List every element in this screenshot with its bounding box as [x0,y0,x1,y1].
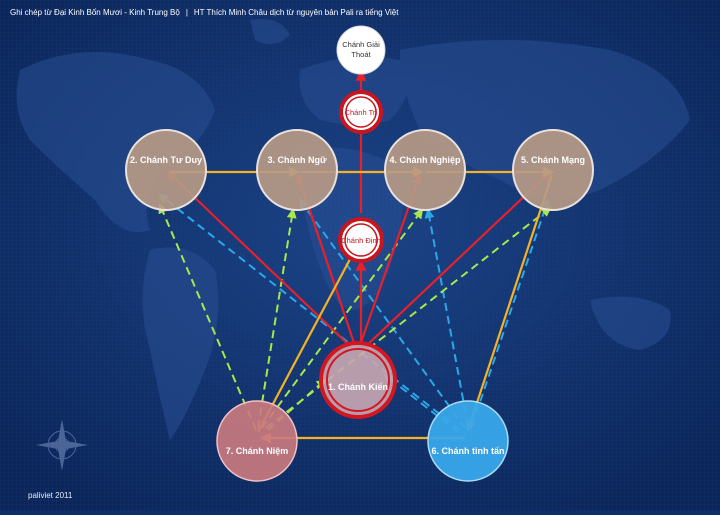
node-chanh-mang: 5. Chánh Mạng [512,129,594,211]
svg-text:7. Chánh Niệm: 7. Chánh Niệm [226,446,289,456]
svg-text:6. Chánh tinh tấn: 6. Chánh tinh tấn [432,446,505,456]
page-header: Ghi chép từ Đại Kinh Bốn Mươi - Kinh Tru… [10,8,398,17]
compass-rose-icon [36,419,88,471]
svg-text:Chánh Giải: Chánh Giải [342,40,380,49]
node-chanh-giai-thoat: Chánh Giải Thoát [336,25,386,75]
node-chanh-tri: Chánh Trí [339,90,383,134]
svg-text:Thoát: Thoát [351,50,371,59]
svg-text:2. Chánh Tư Duy: 2. Chánh Tư Duy [130,155,202,165]
header-separator: | [185,8,188,17]
node-chanh-niem: 7. Chánh Niệm [216,400,298,482]
svg-text:3. Chánh Ngữ: 3. Chánh Ngữ [267,155,327,165]
node-chanh-tinh-tan: 6. Chánh tinh tấn [427,400,509,482]
header-source-text: Ghi chép từ Đại Kinh Bốn Mươi - Kinh Tru… [10,8,180,17]
svg-text:1. Chánh Kiến: 1. Chánh Kiến [328,382,388,392]
node-chanh-ngu: 3. Chánh Ngữ [256,129,338,211]
svg-text:5. Chánh Mạng: 5. Chánh Mạng [521,155,585,165]
node-chanh-nghiep: 4. Chánh Nghiệp [384,129,466,211]
node-chanh-tu-duy: 2. Chánh Tư Duy [125,129,207,211]
svg-text:4. Chánh Nghiệp: 4. Chánh Nghiệp [389,155,461,165]
footer-credit: paliviet 2011 [28,491,73,500]
svg-text:Chánh Định: Chánh Định [341,236,381,245]
node-chanh-kien: 1. Chánh Kiến [319,341,397,419]
header-translator-text: HT Thích Minh Châu dịch từ nguyên bản Pa… [193,8,399,17]
node-chanh-dinh: Chánh Định [338,217,384,263]
svg-text:Chánh Trí: Chánh Trí [345,108,379,117]
